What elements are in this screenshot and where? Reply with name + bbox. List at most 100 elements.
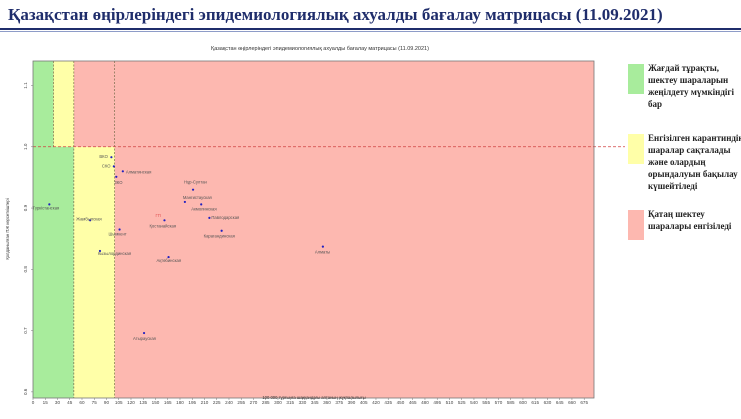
data-point [163, 219, 166, 222]
data-label: Жамбылская [76, 216, 102, 221]
zone-yellow [73, 146, 115, 398]
y-tick-label: 1.1 [23, 82, 28, 89]
x-tick-label: 60 [79, 400, 85, 404]
chart: Қазақстан өңірлеріндегі эпидемиологиялық… [5, 46, 625, 404]
data-label: Нұр-Султан [184, 180, 208, 185]
x-tick-label: 360 [323, 400, 331, 404]
x-tick-label: 420 [372, 400, 380, 404]
x-tick-label: 135 [139, 400, 147, 404]
y-tick-label: 0.8 [23, 266, 28, 273]
data-point [200, 203, 203, 206]
zone-red [114, 61, 594, 398]
x-tick-label: 195 [188, 400, 196, 404]
zone-red-upper [73, 61, 115, 147]
data-label: Акмолинская [191, 206, 216, 211]
data-label: Павлодарская [211, 215, 239, 220]
x-tick-label: 555 [482, 400, 490, 404]
y-tick-label: 0.6 [23, 388, 28, 395]
plot-frame [32, 60, 595, 399]
title-rule [0, 28, 741, 30]
x-tick-label: 570 [495, 400, 503, 404]
x-tick-label: 150 [152, 400, 160, 404]
data-point [48, 203, 51, 206]
x-tick-label: 300 [274, 400, 282, 404]
y-tick-label: 0.9 [23, 204, 28, 211]
y-tick-label: 1.0 [23, 143, 28, 150]
data-label: Мангистауская [183, 195, 212, 200]
data-point [89, 219, 92, 222]
x-tick-label: 120 [127, 400, 135, 404]
data-label: Қостанайская [149, 223, 176, 228]
x-tick-label: 75 [92, 400, 98, 404]
x-tick-label: 105 [115, 400, 123, 404]
data-point [115, 175, 118, 178]
y-axis-label: Қолданылған ПЖ көрсеткіштері [5, 198, 10, 259]
data-point [321, 245, 324, 248]
data-label: Ақтөбинская [157, 258, 182, 263]
data-point [118, 228, 121, 231]
x-tick-label: 630 [544, 400, 552, 404]
x-tick-label: 405 [360, 400, 368, 404]
x-tick-label: 0 [32, 400, 35, 404]
data-point [98, 249, 102, 253]
y-tick-label: 0.7 [23, 327, 28, 334]
x-axis-label: 100 000 тұрғынға шаққандағы аптаның жұқп… [262, 395, 365, 400]
x-tick-label: 675 [580, 400, 588, 404]
x-tick-label: 330 [299, 400, 307, 404]
legend-text-strict: Қатаң шектеу шаралары енгізіледі [648, 209, 732, 231]
data-point [208, 216, 211, 219]
x-tick-label: 225 [213, 400, 221, 404]
data-label: Карагандинская [204, 234, 235, 239]
data-point [142, 331, 146, 335]
data-label: Атырауская [133, 336, 156, 341]
legend-swatch-green [628, 64, 644, 94]
data-point [191, 188, 195, 191]
data-label: Алматинская [126, 169, 152, 174]
legend-swatch-yellow [628, 134, 644, 164]
x-tick-label: 375 [335, 400, 343, 404]
data-label: ЗКО [114, 180, 123, 185]
x-tick-label: 435 [384, 400, 392, 404]
data-point [220, 229, 223, 232]
title-rule-thin [0, 31, 741, 32]
data-point [112, 165, 115, 168]
x-tick-label: 30 [55, 400, 61, 404]
data-label: ВКО [99, 154, 108, 159]
legend-text-stable: Жағдай тұрақты, шектеу шараларын жеңілде… [648, 63, 735, 109]
x-tick-label: 270 [250, 400, 258, 404]
data-label: Кызылординская [98, 251, 131, 256]
x-tick-label: 450 [397, 400, 405, 404]
x-tick-label: 525 [458, 400, 466, 404]
x-tick-label: 315 [286, 400, 294, 404]
x-tick-label: 615 [531, 400, 539, 404]
x-tick-label: 480 [421, 400, 429, 404]
x-tick-label: 645 [556, 400, 564, 404]
x-tick-label: 660 [568, 400, 576, 404]
x-tick-label: 465 [409, 400, 417, 404]
x-tick-label: 255 [237, 400, 245, 404]
slide-title: Қазақстан өңірлеріндегі эпидемиологиялық… [8, 5, 663, 24]
x-tick-label: 45 [67, 400, 73, 404]
x-tick-label: 390 [348, 400, 356, 404]
data-label: Түркістанская [32, 205, 59, 210]
data-label: Шымкент [109, 232, 127, 237]
x-tick-label: 600 [519, 400, 527, 404]
x-tick-label: 15 [43, 400, 49, 404]
x-tick-label: 180 [176, 400, 184, 404]
x-tick-label: 345 [311, 400, 319, 404]
chart-title: Қазақстан өңірлеріндегі эпидемиологиялық… [211, 46, 429, 52]
x-tick-label: 240 [225, 400, 233, 404]
x-tick-label: 285 [262, 400, 270, 404]
data-point [167, 255, 170, 259]
data-label: Алматы [315, 250, 330, 255]
data-point [183, 200, 186, 204]
data-label-extra: ГП [155, 213, 160, 218]
legend-text-quarantine: Енгізілген карантиндік шаралар сақталады… [648, 133, 741, 191]
data-point [121, 170, 124, 173]
zone-green-upper [33, 61, 54, 147]
x-tick-label: 540 [470, 400, 478, 404]
x-tick-label: 90 [104, 400, 110, 404]
x-tick-label: 210 [201, 400, 209, 404]
data-label: СКО [102, 163, 111, 168]
x-tick-label: 495 [433, 400, 441, 404]
